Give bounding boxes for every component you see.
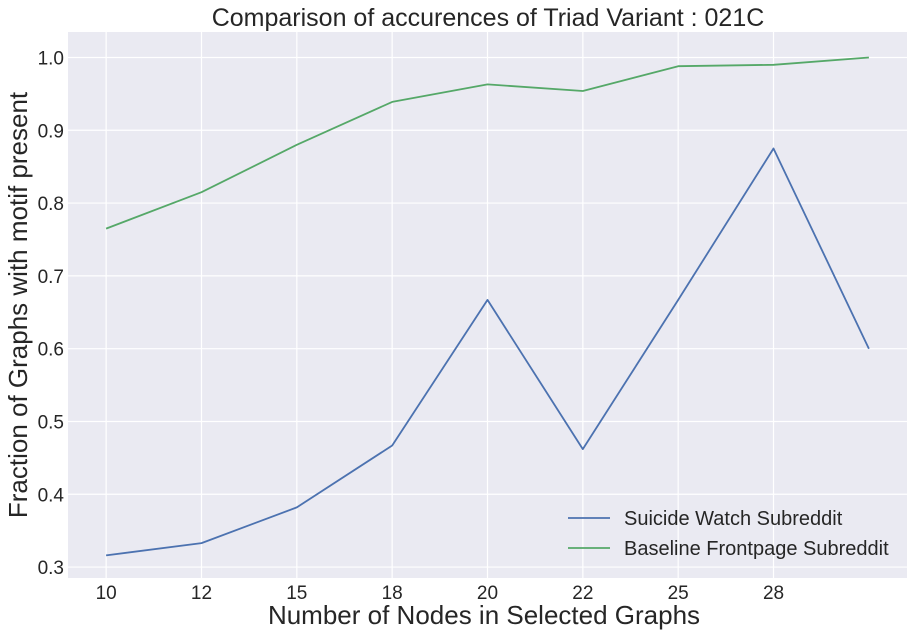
legend-label-1: Baseline Frontpage Subreddit <box>624 538 889 560</box>
tick-labels: 10 12 15 18 20 22 25 28 0.3 0.4 0.5 0.6 0.7 0.8 0.9 1.0 <box>38 48 785 604</box>
x-tick-label: 18 <box>382 583 403 604</box>
y-tick-label: 0.3 <box>38 558 64 579</box>
y-tick-label: 0.8 <box>38 194 64 215</box>
series-layer <box>105 56 870 557</box>
x-tick-label: 12 <box>191 583 212 604</box>
y-axis-label: Fraction of Graphs with motif present <box>3 91 33 518</box>
x-tick-label: 22 <box>572 583 593 604</box>
legend-label-0: Suicide Watch Subreddit <box>624 508 843 530</box>
y-tick-label: 0.7 <box>38 267 64 288</box>
y-tick-label: 1.0 <box>38 48 64 69</box>
series-line-1 <box>105 56 869 230</box>
legend: Suicide Watch Subreddit Baseline Frontpag… <box>568 508 889 560</box>
series-line-0 <box>105 147 870 557</box>
y-tick-label: 0.4 <box>38 485 65 506</box>
x-tick-label: 10 <box>96 583 117 604</box>
x-tick-label: 15 <box>286 583 307 604</box>
x-tick-label: 28 <box>763 583 784 604</box>
x-axis-label: Number of Nodes in Selected Graphs <box>268 600 700 630</box>
x-tick-label: 25 <box>668 583 689 604</box>
grid <box>68 32 907 578</box>
y-tick-label: 0.6 <box>38 340 64 361</box>
y-tick-label: 0.9 <box>38 121 64 142</box>
chart-title: Comparison of accurences of Triad Varian… <box>212 4 765 32</box>
x-tick-label: 20 <box>477 583 498 604</box>
y-tick-label: 0.5 <box>38 412 64 433</box>
